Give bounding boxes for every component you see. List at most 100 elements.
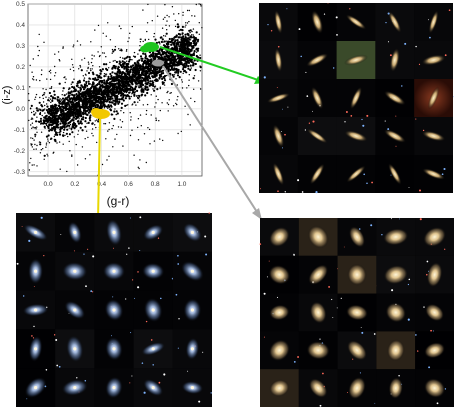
data-point — [74, 104, 77, 107]
data-point — [194, 100, 196, 103]
data-point — [188, 44, 191, 47]
data-point — [192, 36, 195, 39]
galaxy-thumbnail — [337, 293, 377, 332]
data-point — [118, 60, 121, 63]
data-point — [69, 150, 71, 152]
data-point — [34, 135, 36, 138]
data-point — [141, 81, 143, 83]
data-point — [142, 73, 145, 76]
data-point — [194, 43, 197, 46]
data-point — [110, 88, 113, 91]
data-point — [35, 148, 37, 150]
data-point — [87, 107, 90, 111]
data-point — [57, 51, 60, 53]
data-point — [122, 95, 124, 97]
data-point — [166, 20, 168, 22]
data-point — [121, 75, 124, 78]
data-point — [183, 70, 185, 72]
data-point — [84, 86, 87, 89]
data-point — [151, 75, 154, 78]
data-point — [171, 54, 174, 57]
data-point — [144, 59, 147, 62]
data-point — [130, 77, 132, 79]
data-point — [122, 145, 124, 147]
data-point — [117, 92, 120, 95]
data-point — [108, 89, 111, 92]
data-point — [56, 121, 59, 124]
data-point — [128, 60, 131, 63]
data-point — [33, 113, 36, 116]
data-point — [177, 36, 180, 39]
data-point — [174, 71, 178, 74]
data-point — [101, 163, 104, 166]
data-point — [59, 98, 61, 100]
data-point — [184, 63, 186, 65]
yellow-highlight-region — [91, 108, 110, 119]
data-point — [101, 79, 104, 83]
data-point — [69, 123, 72, 126]
data-point — [107, 130, 109, 132]
data-point — [144, 55, 147, 58]
gray-highlight-region — [152, 59, 164, 67]
data-point — [116, 100, 119, 103]
data-point — [189, 64, 192, 66]
data-point — [112, 91, 115, 94]
data-point — [195, 51, 198, 53]
data-point — [105, 138, 107, 140]
data-point — [159, 87, 161, 90]
data-point — [124, 74, 127, 76]
data-point — [138, 99, 141, 101]
data-point — [151, 55, 154, 58]
data-point — [118, 100, 121, 103]
data-point — [39, 96, 41, 99]
galaxy-thumbnail — [376, 255, 416, 294]
data-point — [45, 88, 47, 91]
data-point — [119, 80, 122, 83]
data-point — [33, 110, 35, 113]
data-point — [101, 84, 104, 87]
galaxy-thumbnail — [55, 213, 95, 252]
data-point — [159, 109, 161, 112]
data-point — [187, 67, 190, 70]
data-point — [118, 98, 121, 101]
data-point — [161, 38, 164, 41]
data-point — [188, 35, 190, 37]
data-point — [139, 41, 142, 43]
data-point — [114, 59, 116, 62]
data-point — [161, 27, 164, 29]
data-point — [116, 86, 119, 89]
galaxy-thumbnail — [375, 3, 415, 41]
data-point — [35, 112, 37, 114]
data-point — [193, 88, 195, 91]
data-point — [165, 32, 168, 35]
data-point — [181, 81, 183, 83]
data-point — [90, 92, 93, 95]
data-point — [126, 60, 128, 62]
data-point — [120, 126, 123, 128]
data-point — [184, 66, 186, 68]
data-point — [135, 82, 138, 85]
data-point — [108, 155, 110, 157]
data-point — [172, 56, 174, 58]
data-point — [87, 136, 89, 139]
data-point — [91, 106, 93, 109]
data-point — [110, 101, 113, 104]
data-point — [179, 70, 182, 73]
data-point — [106, 96, 109, 99]
data-point — [113, 64, 116, 67]
data-point — [85, 89, 88, 92]
data-point — [139, 65, 142, 68]
data-point — [56, 133, 59, 136]
data-point — [163, 84, 166, 86]
data-point — [104, 123, 107, 125]
data-point — [82, 96, 85, 99]
data-point — [189, 39, 192, 41]
data-point — [84, 116, 87, 120]
data-point — [72, 119, 75, 122]
data-point — [140, 72, 143, 75]
data-point — [86, 91, 88, 93]
data-point — [176, 99, 178, 101]
data-point — [114, 65, 117, 68]
data-point — [90, 107, 93, 110]
data-point — [145, 82, 148, 84]
